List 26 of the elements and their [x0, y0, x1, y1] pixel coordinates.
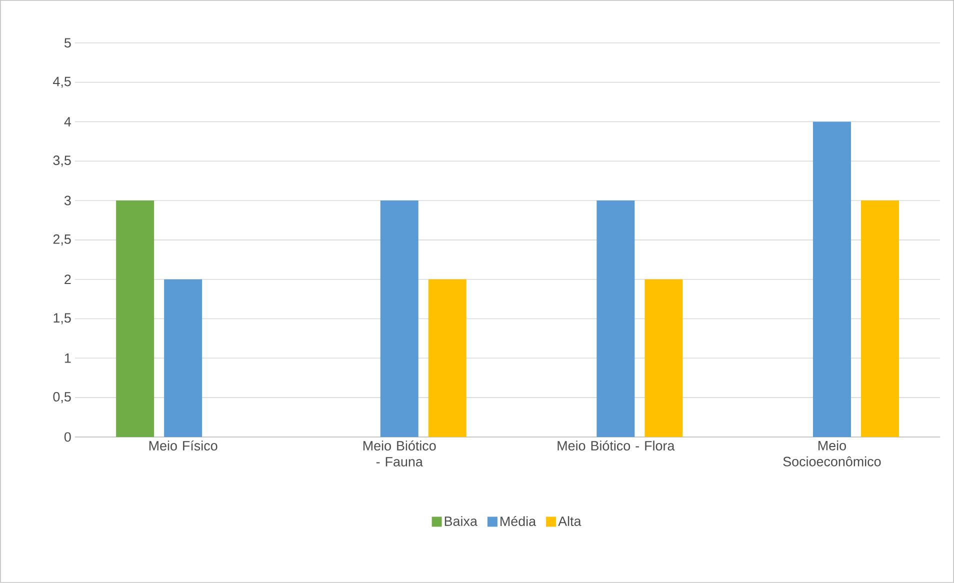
- y-tick-label: 2,5: [53, 234, 71, 246]
- legend-label: Média: [500, 516, 536, 526]
- x-tick-label: Meio Socioeconômico: [783, 440, 881, 466]
- y-tick-label: 4,5: [53, 76, 71, 88]
- legend-label: Baixa: [444, 516, 478, 526]
- y-tick-label: 1: [64, 354, 71, 363]
- bar: [860, 200, 899, 438]
- y-tick-label: 2: [64, 274, 71, 284]
- x-tick-label: Meio Biótico - Flora: [558, 440, 675, 451]
- x-tick-label: Meio Físico: [149, 440, 218, 451]
- bar: [116, 200, 154, 438]
- y-tick-label: 0: [64, 432, 71, 442]
- y-tick-label: 3: [64, 196, 71, 206]
- y-tick-label: 5: [64, 38, 71, 48]
- y-tick-label: 1,5: [54, 313, 71, 324]
- y-tick-label: 3,5: [53, 156, 71, 167]
- bar: [812, 122, 851, 438]
- legend-label: Alta: [558, 516, 582, 526]
- x-tick-label: Meio Biótico - Fauna: [363, 440, 436, 467]
- bar: [596, 200, 635, 438]
- y-tick-label: 4: [64, 117, 72, 126]
- bar: [164, 279, 202, 438]
- bar: [644, 279, 683, 438]
- bar: [428, 279, 466, 438]
- y-tick-label: 0,5: [53, 392, 71, 404]
- bar: [380, 200, 418, 438]
